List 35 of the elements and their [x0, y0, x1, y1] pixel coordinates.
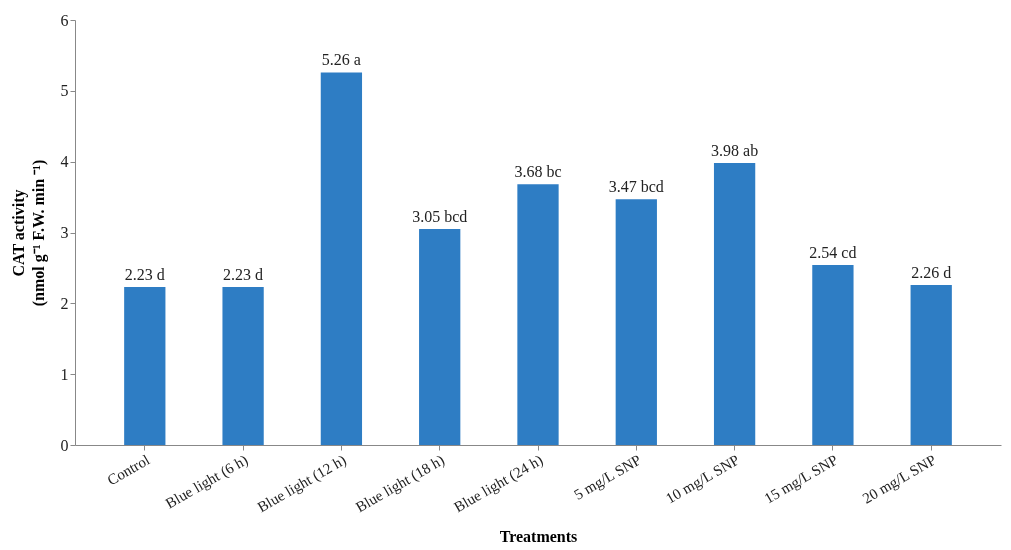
y-tick-label: 2	[60, 294, 69, 312]
x-axis-title: Treatments	[499, 528, 578, 546]
x-tick-label: Blue light (6 h)	[162, 451, 252, 513]
y-tick-label: 5	[60, 82, 69, 100]
data-label: 3.05 bcd	[412, 207, 468, 225]
bar	[419, 228, 461, 445]
x-tick-label: 15 mg/L SNP	[761, 451, 841, 507]
x-tick-label: Blue light (24 h)	[451, 451, 546, 517]
bar	[124, 287, 166, 445]
y-tick-label: 4	[60, 153, 69, 171]
y-tick-label: 3	[60, 224, 69, 241]
x-tick-label: Blue light (12 h)	[254, 451, 350, 517]
data-label: 3.47 bcd	[608, 178, 664, 196]
bar	[517, 184, 559, 445]
data-label: 2.26 d	[911, 263, 952, 281]
data-label: 2.23 d	[223, 266, 264, 284]
bar	[812, 265, 854, 445]
y-tick-label: 0	[60, 436, 69, 454]
x-tick-label: 10 mg/L SNP	[663, 451, 743, 507]
bar	[713, 163, 756, 445]
bar	[222, 287, 264, 445]
data-label: 3.68 bc	[514, 163, 562, 181]
bar	[615, 199, 657, 445]
y-axis-title: CAT activity (nmol g⁻¹ F.W. min ⁻¹)	[9, 159, 48, 307]
bar	[320, 72, 363, 445]
y-tick-label: 6	[60, 11, 69, 29]
bar	[910, 284, 952, 445]
data-label: 2.54 cd	[809, 244, 857, 262]
data-label: 5.26 a	[321, 51, 361, 69]
x-tick-label: 5 mg/L SNP	[571, 451, 644, 503]
data-label: 2.23 d	[124, 266, 165, 284]
x-tick-label: Blue light (18 h)	[352, 451, 448, 517]
y-tick-label: 1	[60, 365, 69, 383]
data-label: 3.98 ab	[711, 142, 759, 160]
x-tick-label: 20 mg/L SNP	[859, 451, 939, 507]
